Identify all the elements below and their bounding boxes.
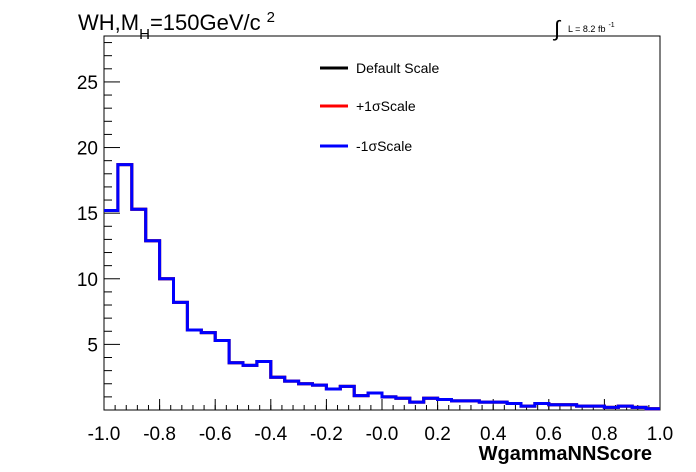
lumi-label: L = 8.2 fb -1	[568, 22, 615, 34]
x-tick-label: 0.6	[536, 424, 562, 445]
chart-title-subscript: H	[139, 26, 150, 43]
x-tick-label: -0.0	[366, 424, 399, 445]
chart-title: WH,MH=150GeV/c 2	[78, 9, 275, 43]
x-tick-label: 0.8	[591, 424, 617, 445]
y-tick-label: 25	[77, 73, 98, 94]
y-tick-label: 5	[87, 335, 98, 356]
legend-label-0: Default Scale	[356, 60, 439, 76]
series-line-2	[104, 163, 660, 411]
x-tick-label: 0.4	[480, 424, 507, 445]
x-tick-label: -0.8	[143, 424, 176, 445]
legend: Default Scale +1σScale -1σScale	[320, 60, 439, 154]
x-tick-label: -0.2	[310, 424, 343, 445]
x-tick-label: 1.0	[647, 424, 673, 445]
x-tick-label: 0.2	[424, 424, 450, 445]
legend-label-2: -1σScale	[356, 138, 412, 154]
y-tick-label: 20	[77, 139, 98, 160]
chart-title-rest: =150GeV/c	[150, 10, 261, 35]
series-group	[104, 163, 660, 411]
lumi-label-text: L = 8.2 fb	[568, 24, 605, 34]
chart-title-main: WH,M	[78, 10, 139, 35]
y-tick-label: 15	[77, 204, 98, 225]
y-tick-label: 10	[77, 270, 98, 291]
legend-label-1: +1σScale	[356, 98, 416, 114]
x-tick-label: -0.6	[199, 424, 232, 445]
lumi-integral-sign: ∫	[552, 16, 562, 41]
x-axis-label: WgammaNNScore	[479, 443, 652, 465]
lumi-label-superscript: -1	[608, 22, 614, 29]
chart-title-superscript: 2	[267, 9, 275, 26]
axes: -1.0 -0.8 -0.6 -0.4 -0.2 -0.0 0.2 0.4 0.6 0.8 1.0 5…	[77, 42, 673, 445]
x-tick-label: -1.0	[88, 424, 121, 445]
x-tick-label: -0.4	[254, 424, 287, 445]
